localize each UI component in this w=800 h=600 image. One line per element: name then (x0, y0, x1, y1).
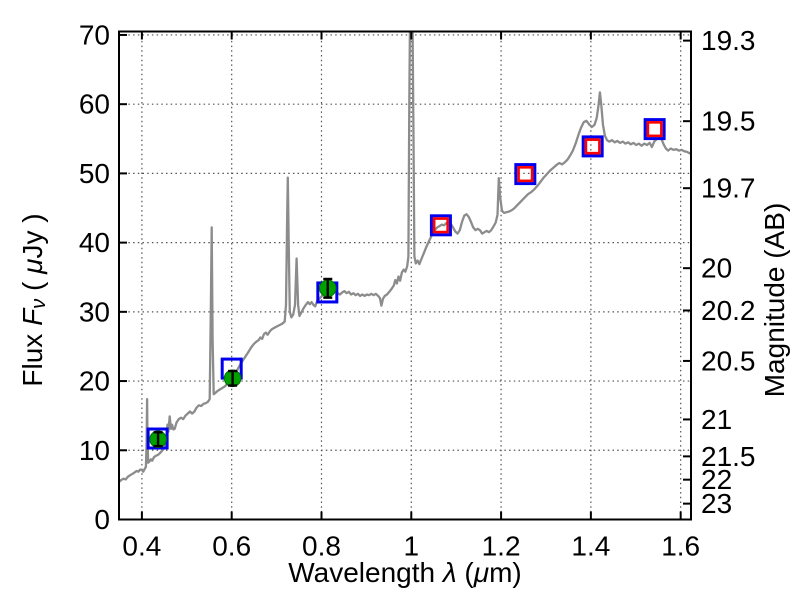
blue-square-marker (514, 163, 537, 186)
y-tick-label-mag: 22 (701, 464, 732, 495)
y-tick-label-flux: 50 (79, 158, 110, 189)
x-tick-label: 1.4 (571, 531, 610, 562)
y-tick-label-mag: 19.7 (701, 173, 756, 204)
error-bar (228, 369, 238, 387)
blue-square-marker (581, 135, 604, 158)
y-tick-label-mag: 23 (701, 488, 732, 519)
axes-frame (118, 30, 692, 521)
spectrum-layer (119, 31, 691, 484)
y-tick-label-flux: 30 (79, 296, 110, 327)
x-tick-label: 1 (403, 531, 419, 562)
y-tick-label-flux: 0 (94, 504, 110, 535)
y-tick-label-mag: 21.5 (701, 441, 756, 472)
y-tick-label-mag: 20.5 (701, 345, 756, 376)
spectrum-line (119, 31, 691, 484)
photometry-markers (146, 118, 666, 450)
x-tick-label: 0.8 (302, 531, 341, 562)
y-tick-label-mag: 21 (701, 404, 732, 435)
tick-marks (119, 31, 691, 521)
y-tick-label-flux: 20 (79, 366, 110, 397)
error-bar (323, 277, 333, 299)
x-tick-label: 1.2 (482, 531, 521, 562)
red-square-marker (432, 217, 449, 234)
y-tick-label-mag: 19.5 (701, 106, 756, 137)
y-tick-label-flux: 40 (79, 227, 110, 258)
y-axis-label-left: Flux Fν ( μJy ) (17, 213, 51, 386)
tick-labels: 0.4 0.6 0.8 1 1.2 1.4 1.6 0 10 20 30 40 50 60 70 19.3 19… (79, 19, 756, 561)
y-tick-label-flux: 70 (79, 19, 110, 50)
y-tick-label-mag: 20 (701, 253, 732, 284)
x-tick-label: 0.4 (122, 531, 161, 562)
red-square-marker (517, 166, 534, 183)
blue-square-marker (643, 118, 666, 141)
x-axis-label: Wavelength λ (μm) (288, 557, 522, 588)
x-tick-label: 0.6 (212, 531, 251, 562)
y-tick-label-flux: 60 (79, 89, 110, 120)
blue-square-marker (146, 427, 169, 450)
y-tick-label-flux: 10 (79, 435, 110, 466)
red-square-marker (584, 138, 601, 155)
y-axis-label-right: Magnitude (AB) (759, 203, 790, 398)
y-tick-label-mag: 19.3 (701, 25, 756, 56)
red-square-marker (646, 121, 663, 138)
x-tick-label: 1.6 (661, 531, 700, 562)
blue-square-marker (429, 214, 452, 237)
y-tick-label-mag: 20.2 (701, 295, 756, 326)
error-bar (153, 431, 163, 448)
